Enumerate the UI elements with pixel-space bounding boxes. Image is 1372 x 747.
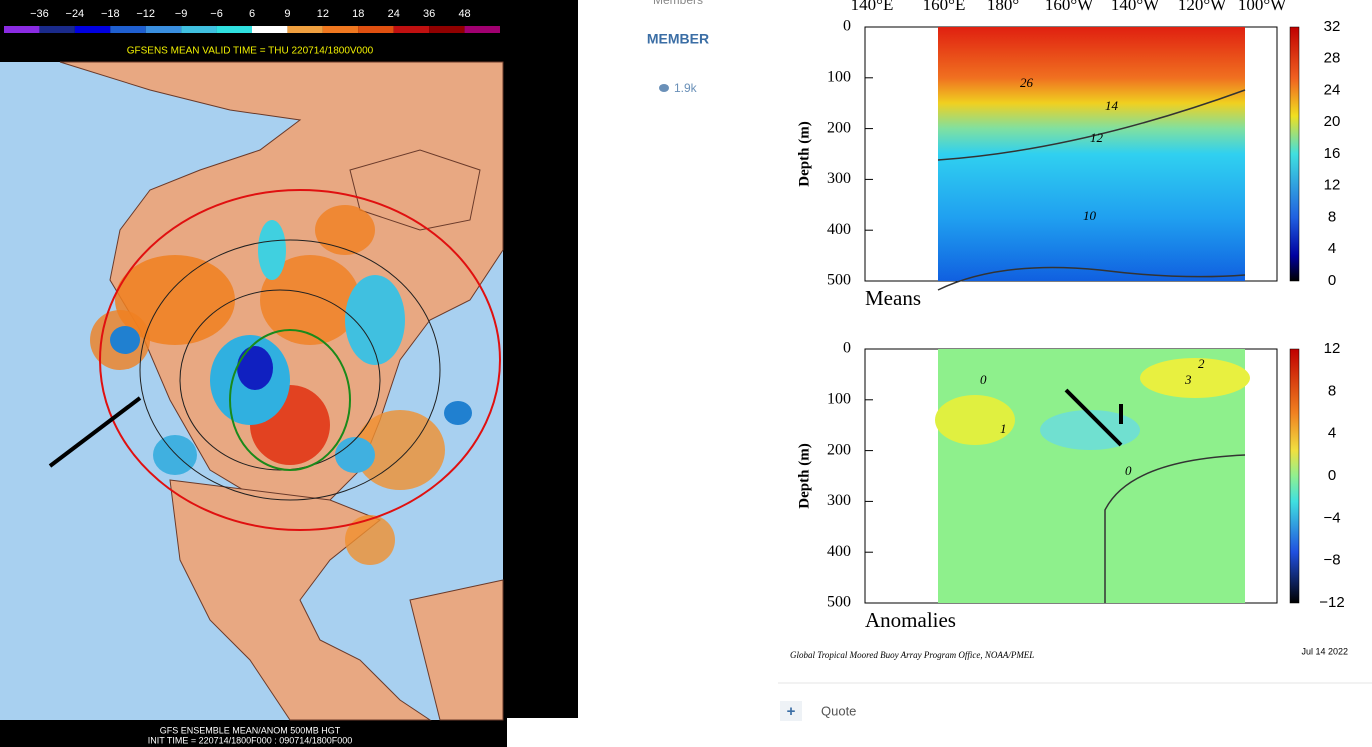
x-tick-label: 140°W (1111, 0, 1160, 14)
contour-label: 3 (1184, 372, 1192, 387)
contour-label: 26 (1020, 75, 1034, 90)
colorbar-label: −12 (136, 8, 155, 20)
means-field (938, 27, 1245, 281)
contour-label: 1 (1000, 421, 1007, 436)
contour-label: 0 (980, 372, 987, 387)
x-tick-label: 100°W (1238, 0, 1287, 14)
colorbar-tick-label: 0 (1328, 467, 1336, 484)
y-tick-label: 200 (827, 119, 851, 136)
colorbar-label: 12 (317, 8, 329, 20)
reaction-count: 1.9k (674, 81, 698, 95)
y-tick-label: 100 (827, 390, 851, 407)
means-colorbar (1289, 26, 1300, 282)
colorbar-swatch (216, 26, 252, 33)
y-tick-label: 500 (827, 272, 851, 289)
colorbar-swatch (252, 26, 288, 33)
colorbar-tick-label: 12 (1324, 177, 1341, 194)
y-tick-label: 100 (827, 68, 851, 85)
colorbar-tick-label: 28 (1324, 50, 1341, 67)
colorbar-label: −36 (30, 8, 49, 20)
annotation-line (1064, 388, 1123, 447)
colorbar-tick-label: 24 (1324, 81, 1341, 98)
y-tick-label: 200 (827, 441, 851, 458)
contour (1104, 454, 1246, 603)
colorbar-swatch (145, 26, 182, 33)
colorbar-swatch (429, 26, 465, 33)
colorbar-swatch (74, 26, 111, 33)
colorbar-label: 9 (284, 8, 290, 20)
map-footer: GFS ENSEMBLE MEAN/ANOM 500MB HGT (160, 725, 341, 735)
colorbar-tick-label: −4 (1323, 509, 1340, 526)
y-tick-label: 0 (843, 340, 851, 357)
y-axis-label: Depth (m) (796, 443, 812, 508)
colorbar-swatch (4, 26, 40, 33)
colorbar-swatch (287, 26, 323, 33)
anomaly-warm (1140, 358, 1250, 398)
colorbar-swatch (110, 26, 146, 33)
colorbar-label: 24 (388, 8, 400, 20)
chart-date: Jul 14 2022 (1301, 646, 1348, 656)
x-tick-label: 160°W (1045, 0, 1094, 14)
x-tick-label: 160°E (923, 0, 966, 14)
user-role: Members (653, 0, 703, 7)
map-header: GFSENS MEAN VALID TIME = THU 220714/1800… (127, 46, 374, 57)
colorbar-swatch (464, 26, 500, 33)
colorbar-label: −9 (175, 8, 188, 20)
y-tick-label: 400 (827, 543, 851, 560)
y-tick-label: 500 (827, 594, 851, 611)
colorbar-tick-label: 12 (1324, 340, 1341, 357)
y-tick-label: 300 (827, 492, 851, 509)
colorbar-label: 48 (458, 8, 470, 20)
colorbar-tick-label: 4 (1328, 425, 1336, 442)
colorbar-swatch (322, 26, 359, 33)
contour (937, 266, 1246, 291)
colorbar-swatch (358, 26, 394, 33)
colorbar-tick-label: 4 (1328, 240, 1336, 257)
map-footer: INIT TIME = 220714/1800F000 : 090714/180… (148, 735, 353, 745)
plus-button[interactable] (780, 701, 802, 721)
colorbar-tick-label: 20 (1324, 113, 1341, 130)
colorbar-tick-label: 8 (1328, 382, 1336, 399)
x-tick-label: 180° (987, 0, 1019, 14)
anomalies-colorbar (1289, 348, 1300, 604)
colorbar-label: −24 (66, 8, 85, 20)
y-tick-label: 400 (827, 221, 851, 238)
colorbar-tick-label: −12 (1319, 594, 1344, 611)
colorbar-tick-label: 8 (1328, 208, 1336, 225)
contour-label: 10 (1083, 208, 1097, 223)
panel-title: Anomalies (865, 608, 956, 632)
y-tick-label: 300 (827, 170, 851, 187)
panel-title: Means (865, 286, 921, 310)
credit: Global Tropical Moored Buoy Array Progra… (790, 650, 1034, 660)
colorbar-tick-label: 32 (1324, 18, 1341, 35)
colorbar-tick-label: 16 (1324, 145, 1341, 162)
contour-label: 14 (1105, 98, 1119, 113)
reaction-icon (659, 84, 669, 92)
plus-icon[interactable]: + (787, 703, 796, 720)
colorbar-label: −18 (101, 8, 120, 20)
colorbar-swatch (393, 26, 430, 33)
colorbar-tick-label: −8 (1323, 552, 1340, 569)
colorbar-tick-label: 0 (1328, 272, 1336, 289)
y-tick-label: 0 (843, 18, 851, 35)
colorbar-label: 6 (249, 8, 255, 20)
contour-label: 0 (1125, 463, 1132, 478)
colorbar-label: 36 (423, 8, 435, 20)
x-tick-label: 140°E (851, 0, 894, 14)
map-anomalies (48, 189, 501, 565)
quote-button[interactable]: Quote (821, 703, 856, 718)
contour-label: 12 (1090, 130, 1104, 145)
x-tick-label: 120°W (1178, 0, 1227, 14)
user-rank: MEMBER (647, 31, 709, 47)
colorbar-swatch (39, 26, 75, 33)
contour-label: 2 (1198, 356, 1205, 371)
colorbar-label: −6 (210, 8, 223, 20)
y-axis-label: Depth (m) (796, 121, 812, 186)
colorbar-swatch (181, 26, 217, 33)
contour (937, 89, 1246, 161)
anomaly-warm (935, 395, 1015, 445)
colorbar-label: 18 (352, 8, 364, 20)
